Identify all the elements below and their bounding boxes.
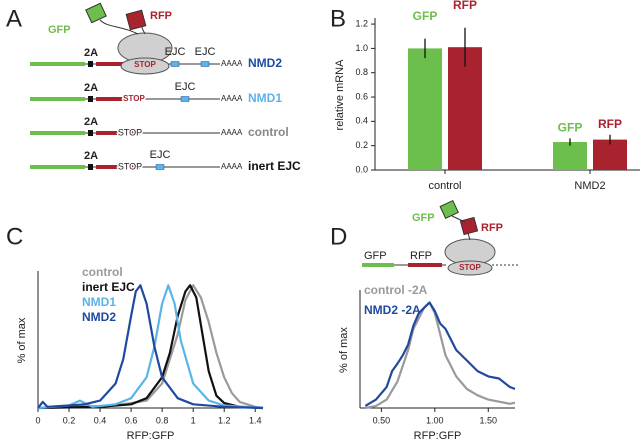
tag-label: GFP [48,24,71,36]
panel-label: D [330,223,347,250]
x-axis-title: RFP:GFP [127,430,175,442]
stop-label: STOP [118,161,142,171]
x-tick-label: 0.4 [94,415,107,425]
marker [88,61,93,67]
construct-label: NMD1 [248,91,282,105]
bar-label: GFP [558,121,583,135]
y-tick-label: 1.0 [355,43,368,53]
x-tick-label: 1.4 [249,415,262,425]
x-axis-title: RFP:GFP [414,430,462,442]
y-axis-title: % of max [16,317,28,363]
line [365,301,516,410]
stop-label: STOP [134,60,156,69]
x-tick-label: 1.50 [480,415,498,425]
marker-label: 2A [84,116,98,128]
legend-label: NMD1 [82,295,116,309]
x-tick-label: 1.00 [426,415,444,425]
marker [88,164,93,170]
bar-label: RFP [598,117,622,131]
rfp-segment [96,62,140,66]
bar [593,139,627,170]
rfp-segment [96,131,140,135]
y-tick-label: 0.6 [355,91,368,101]
poly-a: AAAA [221,128,243,137]
x-tick-label: 0.8 [156,415,169,425]
legend-label: control [82,265,123,279]
stop-label: STOP [123,94,145,103]
y-axis-title: relative mRNA [334,59,346,131]
ejc-label: EJC [195,46,216,58]
y-axis-title: % of max [338,327,350,373]
x-tick-label: 0.50 [373,415,391,425]
x-tick-label: 0.6 [125,415,138,425]
poly-a: AAAA [221,162,243,171]
tag-label: RFP [481,222,503,234]
legend-label: NMD2 -2A [364,303,421,317]
legend-label: control -2A [364,283,428,297]
ribosome [362,199,520,276]
y-tick-label: 0.8 [355,67,368,77]
line [364,301,516,407]
panel-label: C [6,223,23,250]
bar-label: RFP [453,0,477,12]
legend-label: inert EJC [82,280,135,294]
marker-label: 2A [84,47,98,59]
rfp-segment [96,165,140,169]
line [37,284,264,410]
marker-label: 2A [84,150,98,162]
x-tick-label: 1.2 [218,415,231,425]
tag-label: GFP [412,212,435,224]
legend-label: NMD2 [82,310,116,324]
stop-label: STOP [459,263,481,272]
marker-label: 2A [84,82,98,94]
x-tick-label: control [428,180,461,192]
gfp-segment [30,165,85,169]
poly-a: AAAA [221,94,243,103]
stop-label: STOP [118,127,142,137]
x-tick-label: 1 [191,415,196,425]
x-tick-label: 0 [35,415,40,425]
bar [553,142,587,170]
line [37,284,264,410]
construct-label: inert EJC [248,159,301,173]
y-tick-label: 0.0 [355,164,368,174]
gfp-segment [30,62,85,66]
y-tick-label: 0.4 [355,116,368,126]
ejc-label: EJC [165,46,186,58]
x-tick-label: NMD2 [574,180,605,192]
marker [88,130,93,136]
bar [408,48,442,170]
segment-label: RFP [410,250,432,262]
construct-label: NMD2 [248,56,282,70]
panel-label: A [6,5,22,32]
segment-label: GFP [364,250,387,262]
y-tick-label: 1.2 [355,18,368,28]
ejc-label: EJC [175,81,196,93]
ejc-label: EJC [150,149,171,161]
ejc [180,96,190,102]
x-tick-label: 0.2 [63,415,76,425]
ejc [170,61,180,67]
gfp-segment [30,131,85,135]
ejc [200,61,210,67]
y-tick-label: 0.2 [355,140,368,150]
bar [448,47,482,170]
ribosome [85,2,173,75]
poly-a: AAAA [221,59,243,68]
bar-label: GFP [413,9,438,23]
panel-label: B [330,5,346,32]
tag-label: RFP [150,10,172,22]
line [37,284,264,410]
gfp-segment [30,97,85,101]
ejc [155,164,165,170]
marker [88,96,93,102]
construct-label: control [248,125,289,139]
rfp-segment [96,97,140,101]
